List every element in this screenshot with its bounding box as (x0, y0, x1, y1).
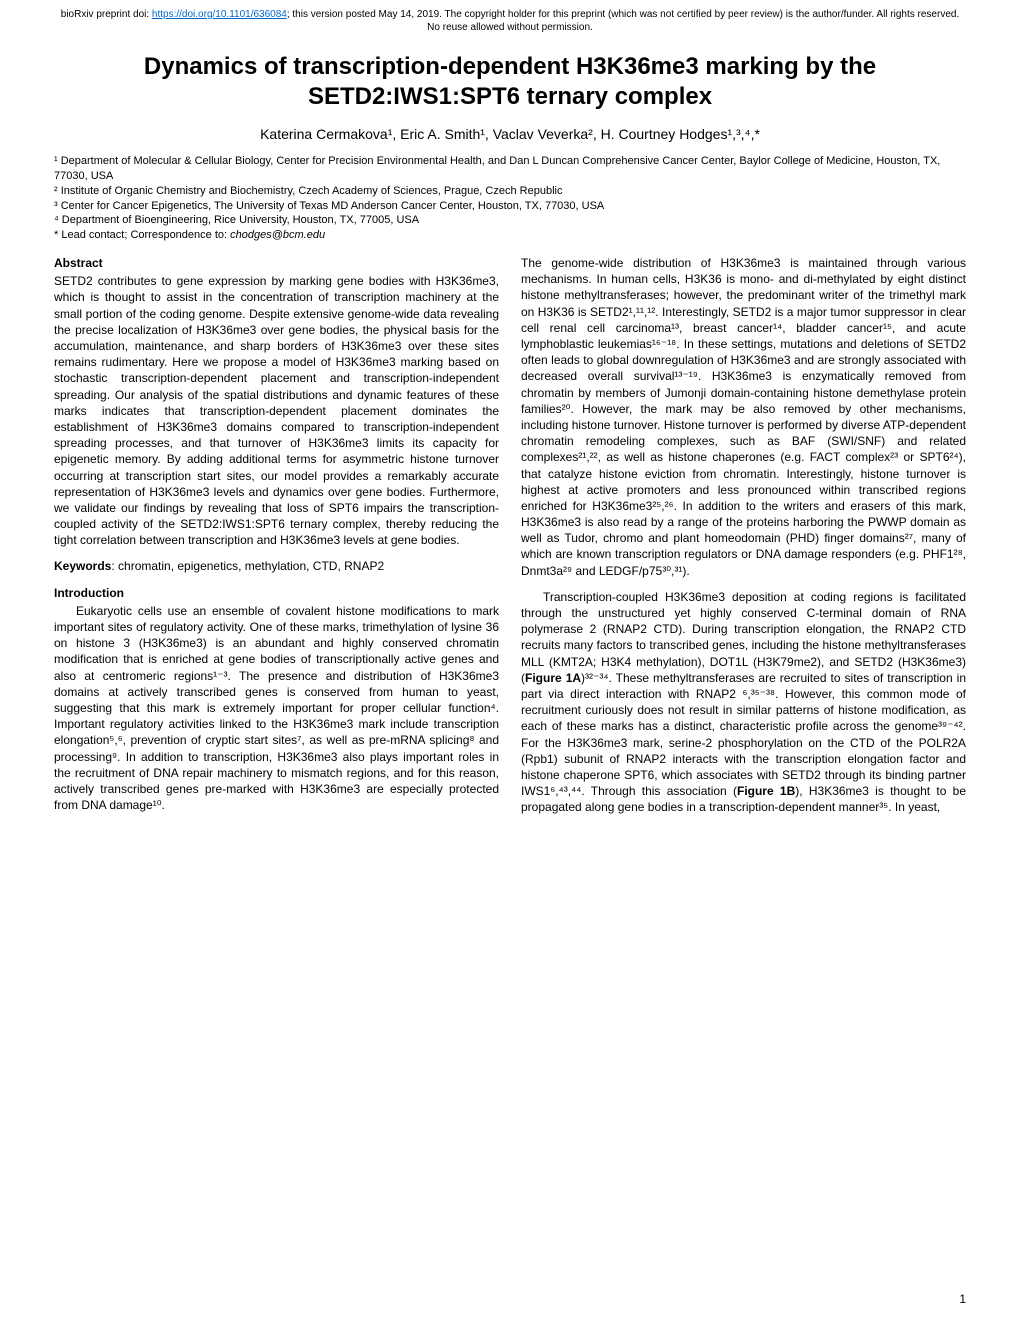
correspondence-email[interactable]: chodges@bcm.edu (230, 229, 325, 241)
left-column: Abstract SETD2 contributes to gene expre… (54, 255, 499, 825)
intro-paragraph-1: Eukaryotic cells use an ensemble of cova… (54, 603, 499, 813)
preprint-prefix: bioRxiv preprint doi: (61, 9, 152, 20)
affiliation-2: ² Institute of Organic Chemistry and Bio… (54, 184, 966, 199)
affiliations-block: ¹ Department of Molecular & Cellular Bio… (0, 154, 1020, 255)
doi-link[interactable]: https://doi.org/10.1101/636084 (152, 9, 287, 20)
author-list: Katerina Cermakova¹, Eric A. Smith¹, Vac… (0, 122, 1020, 154)
right-paragraph-2: Transcription-coupled H3K36me3 depositio… (521, 589, 966, 816)
figure-1b-ref: Figure 1B (737, 784, 795, 798)
preprint-banner: bioRxiv preprint doi: https://doi.org/10… (0, 0, 1020, 38)
right-paragraph-1: The genome-wide distribution of H3K36me3… (521, 255, 966, 579)
correspondence-prefix: * Lead contact; Correspondence to: (54, 229, 230, 241)
right-column: The genome-wide distribution of H3K36me3… (521, 255, 966, 825)
keywords-text: : chromatin, epigenetics, methylation, C… (111, 559, 384, 573)
figure-1a-ref: Figure 1A (525, 671, 581, 685)
correspondence: * Lead contact; Correspondence to: chodg… (54, 228, 966, 243)
keywords-block: Keywords: chromatin, epigenetics, methyl… (54, 558, 499, 574)
abstract-text: SETD2 contributes to gene expression by … (54, 273, 499, 548)
keywords-label: Keywords (54, 559, 111, 573)
right-p2-b: )³²⁻³⁴. These methyltransferases are rec… (521, 671, 966, 798)
affiliation-4: ⁴ Department of Bioengineering, Rice Uni… (54, 213, 966, 228)
two-column-body: Abstract SETD2 contributes to gene expre… (0, 255, 1020, 825)
introduction-heading: Introduction (54, 585, 499, 601)
paper-title: Dynamics of transcription-dependent H3K3… (0, 38, 1020, 122)
affiliation-1: ¹ Department of Molecular & Cellular Bio… (54, 154, 966, 184)
preprint-suffix: ; this version posted May 14, 2019. The … (287, 9, 959, 33)
page-number: 1 (959, 1292, 966, 1306)
affiliation-3: ³ Center for Cancer Epigenetics, The Uni… (54, 199, 966, 214)
abstract-heading: Abstract (54, 255, 499, 271)
